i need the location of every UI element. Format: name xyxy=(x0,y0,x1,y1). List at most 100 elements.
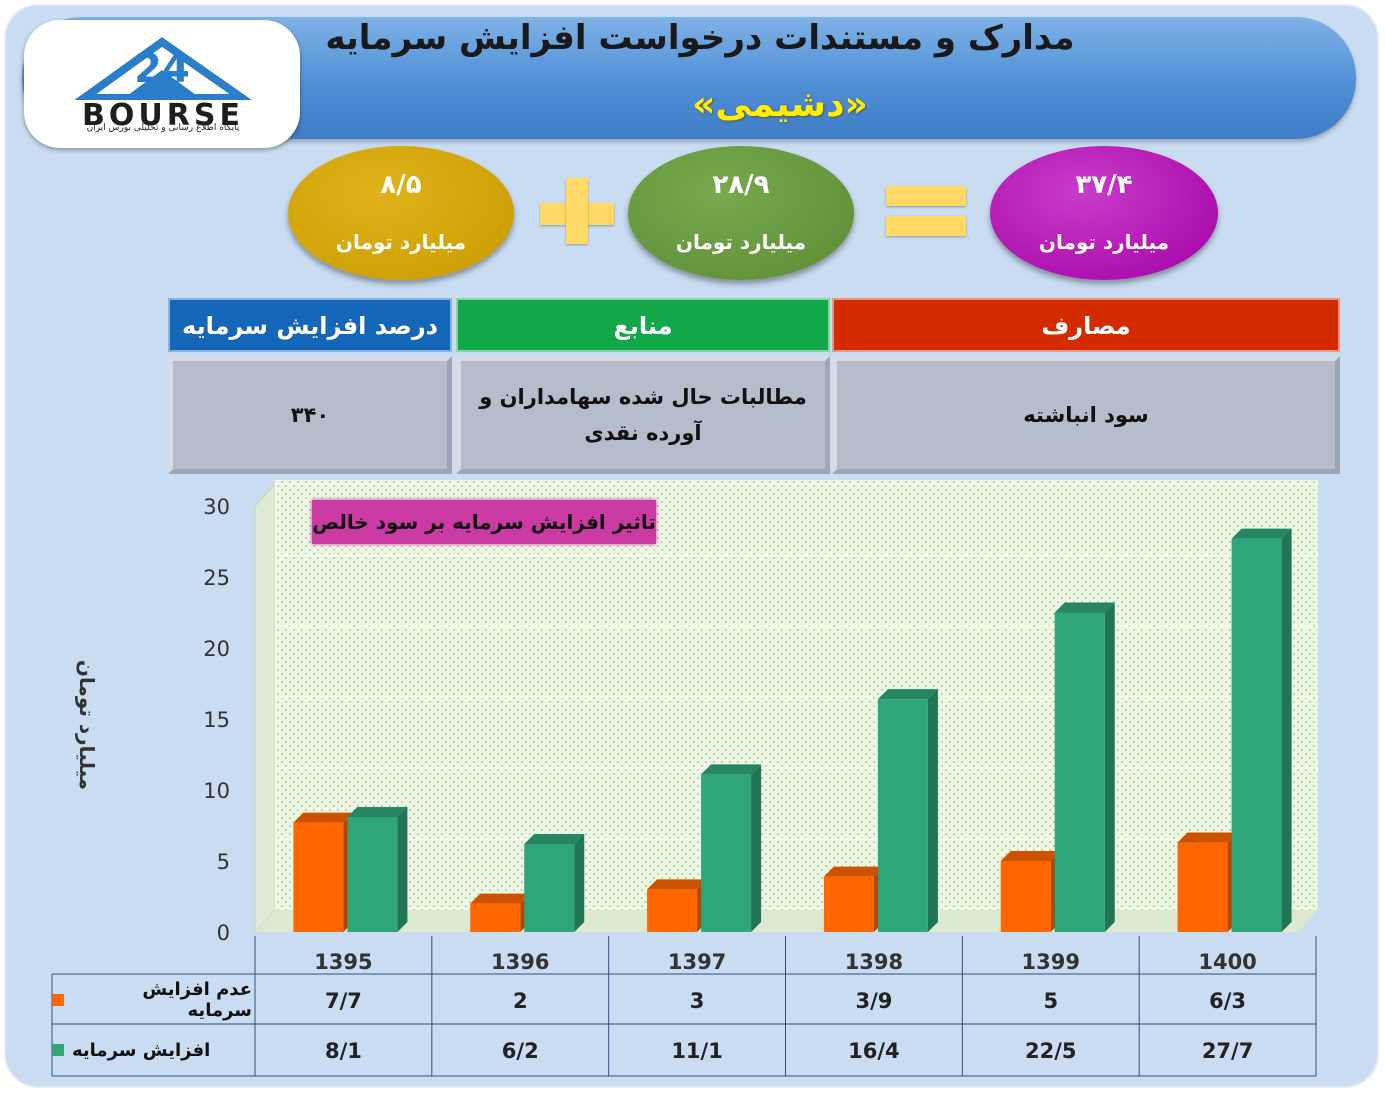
x-category-label: 1399 xyxy=(1022,950,1080,974)
bar xyxy=(823,866,884,932)
logo: 24 BOURSE پایگاه اطلاع رسانی و تحلیلی بو… xyxy=(24,20,300,148)
bar-face xyxy=(701,774,752,932)
chart-floor xyxy=(255,910,1318,932)
legend-label: افزایش سرمایه xyxy=(72,1039,211,1061)
bar-face xyxy=(877,699,928,932)
data-value-label: 6/3 xyxy=(1209,989,1246,1013)
page-title: مدارک و مستندات درخواست افزایش سرمایه xyxy=(325,18,1075,58)
bar-face xyxy=(1000,861,1051,932)
svg-text:24: 24 xyxy=(134,46,190,92)
amount-value: ۳۷/۴ xyxy=(1075,170,1133,200)
plus-icon-vertical xyxy=(566,178,588,244)
legend-label: عدم افزایش سرمایه xyxy=(142,979,252,1021)
data-value-label: 22/5 xyxy=(1025,1039,1077,1063)
bar-face xyxy=(470,903,521,932)
value-sources: مطالبات حال شده سهامداران و آورده نقدی xyxy=(456,356,830,474)
bar-side xyxy=(574,833,585,932)
legend-no-increase: عدم افزایش سرمایه xyxy=(52,976,252,1024)
equals-icon-bottom xyxy=(886,216,966,236)
bar-face xyxy=(647,889,698,932)
y-tick-label: 5 xyxy=(217,850,230,874)
bar xyxy=(1177,832,1238,932)
header-percent: درصد افزایش سرمایه xyxy=(168,298,452,352)
bar-top xyxy=(293,812,354,823)
y-tick-label: 15 xyxy=(203,708,230,732)
amount-ellipse-part1: ۲۸/۹ میلیارد تومان xyxy=(628,146,854,280)
bar-top xyxy=(647,879,708,890)
bar-top xyxy=(823,866,884,877)
bar-top xyxy=(470,893,531,904)
chart-side-wall xyxy=(254,482,276,934)
data-value-label: 16/4 xyxy=(848,1039,900,1063)
bar-top xyxy=(1231,528,1292,539)
company-name: «دشیمی» xyxy=(692,84,868,125)
y-tick-label: 0 xyxy=(217,921,230,945)
x-category-label: 1398 xyxy=(845,950,903,974)
bar-side xyxy=(1104,602,1115,932)
equals-icon-top xyxy=(886,186,966,206)
bar-top xyxy=(1000,851,1061,861)
logo-mountain-icon: 24 xyxy=(74,37,252,100)
bar xyxy=(524,833,585,932)
x-category-label: 1397 xyxy=(668,950,726,974)
bar-side xyxy=(751,764,762,932)
bar-top xyxy=(347,806,408,817)
bar xyxy=(877,689,938,932)
y-tick-label: 10 xyxy=(203,779,230,803)
amount-unit: میلیارد تومان xyxy=(1038,230,1170,254)
value-uses: سود انباشته xyxy=(832,356,1340,474)
y-axis-label: میلیارد تومان xyxy=(62,660,112,790)
amount-ellipse-total: ۳۷/۴ میلیارد تومان xyxy=(990,146,1218,280)
bar-top xyxy=(1054,602,1115,613)
bar-top xyxy=(524,833,585,844)
data-value-label: 3/9 xyxy=(855,989,892,1013)
bar-side xyxy=(927,689,938,932)
bar-face xyxy=(524,843,575,932)
amount-value: ۲۸/۹ xyxy=(712,170,770,200)
bar xyxy=(293,812,354,932)
amount-unit: میلیارد تومان xyxy=(335,230,467,254)
bar xyxy=(1000,851,1061,932)
amount-ellipse-part2: ۸/۵ میلیارد تومان xyxy=(288,146,514,280)
bar-face xyxy=(1054,612,1105,932)
header-uses: مصارف xyxy=(832,298,1340,352)
bar xyxy=(1231,528,1292,932)
bar-top xyxy=(701,764,762,775)
y-tick-label: 30 xyxy=(203,495,230,519)
bar-face xyxy=(293,822,344,932)
logo-caption: پایگاه اطلاع رسانی و تحلیلی بورس ایران xyxy=(86,123,240,133)
x-category-label: 1396 xyxy=(491,950,549,974)
bar-side xyxy=(1281,528,1292,932)
bar-face xyxy=(1231,538,1282,932)
bar xyxy=(470,893,531,932)
bar-side xyxy=(397,806,408,932)
chart-plot-area xyxy=(275,480,1318,910)
legend-increase: افزایش سرمایه xyxy=(52,1026,252,1074)
bar-top xyxy=(877,689,938,700)
data-value-label: 7/7 xyxy=(325,989,362,1013)
bar xyxy=(647,879,708,932)
data-value-label: 6/2 xyxy=(502,1039,539,1063)
bar-top xyxy=(1177,832,1238,843)
bar-face xyxy=(823,876,874,932)
data-value-label: 8/1 xyxy=(325,1039,362,1063)
data-value-label: 27/7 xyxy=(1202,1039,1254,1063)
bar-face xyxy=(1177,842,1228,932)
legend-swatch xyxy=(52,1044,64,1056)
y-tick-label: 20 xyxy=(203,637,230,661)
legend-swatch xyxy=(52,994,64,1006)
data-value-label: 2 xyxy=(513,989,528,1013)
bar xyxy=(701,764,762,932)
data-value-label: 5 xyxy=(1043,989,1058,1013)
x-category-label: 1395 xyxy=(314,950,372,974)
y-axis-label-text: میلیارد تومان xyxy=(75,659,99,791)
chart-title: تاثیر افزایش سرمایه بر سود خالص xyxy=(312,500,656,544)
amount-value: ۸/۵ xyxy=(380,170,422,200)
bar xyxy=(1054,602,1115,932)
value-percent: ۳۴۰ xyxy=(168,356,452,474)
header-sources: منابع xyxy=(456,298,830,352)
x-category-label: 1400 xyxy=(1198,950,1256,974)
bar-face xyxy=(347,816,398,932)
data-value-label: 11/1 xyxy=(671,1039,723,1063)
